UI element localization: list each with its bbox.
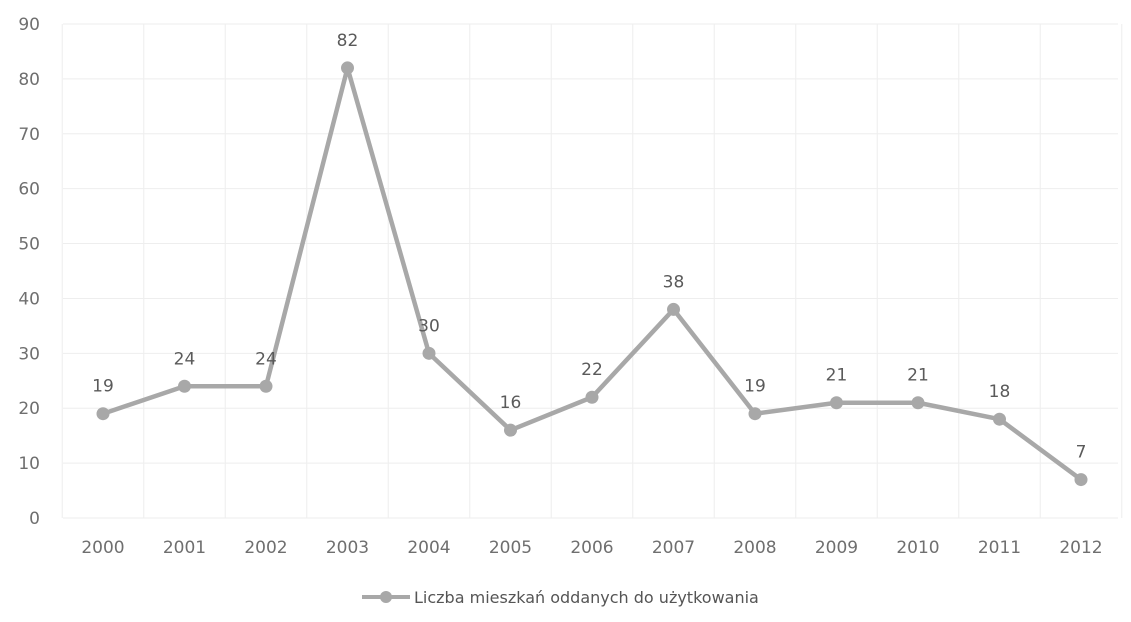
data-point <box>96 407 110 421</box>
data-point <box>667 302 680 316</box>
data-label: 19 <box>744 377 766 397</box>
y-tick-label: 70 <box>18 125 40 145</box>
x-tick-label: 2006 <box>570 538 613 558</box>
y-tick-label: 50 <box>18 235 40 255</box>
x-tick-label: 2000 <box>81 538 124 558</box>
data-label: 24 <box>174 349 196 369</box>
x-tick-label: 2005 <box>489 538 532 558</box>
data-label: 38 <box>663 272 685 292</box>
data-label: 24 <box>255 349 277 369</box>
legend-point-marker <box>380 591 392 603</box>
x-tick-label: 2009 <box>815 538 858 558</box>
data-label: 21 <box>826 366 848 386</box>
data-point <box>1074 473 1088 487</box>
data-point <box>178 379 191 393</box>
data-point <box>504 423 517 437</box>
x-tick-label: 2001 <box>163 538 206 558</box>
data-label: 18 <box>989 382 1011 402</box>
data-label: 21 <box>907 366 929 386</box>
data-point <box>993 412 1006 426</box>
x-tick-label: 2002 <box>244 538 287 558</box>
data-point <box>830 396 843 410</box>
series-line <box>100 65 1084 482</box>
data-points <box>96 61 1088 487</box>
data-point <box>748 407 762 421</box>
series-line-group <box>100 65 1084 482</box>
legend-label: Liczba mieszkań oddanych do użytkowania <box>414 588 759 607</box>
data-label: 22 <box>581 360 603 380</box>
data-label: 82 <box>337 31 359 51</box>
data-point <box>585 390 599 404</box>
x-tick-label: 2008 <box>733 538 776 558</box>
y-tick-label: 60 <box>18 180 40 200</box>
y-tick-label: 80 <box>18 70 40 90</box>
y-tick-label: 10 <box>18 454 40 474</box>
data-point <box>341 61 354 75</box>
y-tick-label: 90 <box>18 15 40 35</box>
x-tick-label: 2007 <box>652 538 695 558</box>
y-axis-tick-labels: 0 10 20 30 40 50 60 70 80 90 <box>18 15 40 529</box>
data-label: 16 <box>500 393 522 413</box>
x-tick-label: 2010 <box>896 538 939 558</box>
data-point <box>259 379 273 393</box>
y-tick-label: 40 <box>18 289 40 309</box>
x-tick-label: 2012 <box>1059 538 1102 558</box>
y-tick-label: 0 <box>29 509 40 529</box>
x-axis-tick-labels: 2000 2001 2002 2003 2004 2005 2006 2007 2008 2009… <box>81 538 1102 558</box>
data-label: 7 <box>1076 443 1087 463</box>
x-tick-label: 2003 <box>326 538 369 558</box>
legend: Liczba mieszkań oddanych do użytkowania <box>362 588 759 607</box>
x-tick-label: 2011 <box>978 538 1021 558</box>
y-tick-label: 20 <box>18 399 40 419</box>
data-label: 30 <box>418 316 440 336</box>
y-tick-label: 30 <box>18 344 40 364</box>
data-label: 19 <box>92 377 114 397</box>
gridlines <box>61 23 1123 519</box>
data-point <box>911 396 925 410</box>
data-labels: 19 24 24 82 30 16 22 38 19 21 21 18 7 <box>92 31 1086 463</box>
x-tick-label: 2004 <box>407 538 450 558</box>
data-point <box>422 346 436 360</box>
